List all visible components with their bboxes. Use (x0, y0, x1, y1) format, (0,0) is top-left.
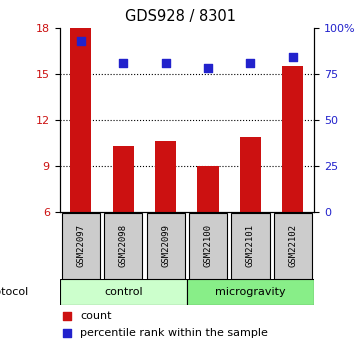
FancyBboxPatch shape (189, 213, 227, 279)
Point (120, 60, 126, 66)
Bar (113, 146, 134, 212)
Point (64, 313, 70, 318)
Bar (197, 166, 219, 212)
FancyBboxPatch shape (62, 213, 100, 279)
Text: GSM22097: GSM22097 (76, 224, 85, 267)
Bar (282, 66, 304, 212)
Point (205, 66, 211, 71)
Bar (70, 28, 91, 212)
Text: microgravity: microgravity (215, 287, 286, 297)
Bar (240, 137, 261, 212)
Point (163, 60, 169, 66)
Text: percentile rank within the sample: percentile rank within the sample (80, 328, 268, 338)
Point (64, 330, 70, 336)
Text: GSM22101: GSM22101 (246, 224, 255, 267)
Text: GSM22098: GSM22098 (119, 224, 128, 267)
Point (290, 55, 296, 60)
Text: control: control (104, 287, 143, 297)
FancyBboxPatch shape (60, 279, 187, 305)
Text: protocol: protocol (0, 287, 29, 297)
Text: GSM22102: GSM22102 (288, 224, 297, 267)
FancyBboxPatch shape (104, 213, 142, 279)
FancyBboxPatch shape (274, 213, 312, 279)
Point (78, 38, 84, 43)
Point (248, 60, 253, 66)
Text: GSM22100: GSM22100 (204, 224, 213, 267)
Text: count: count (80, 311, 112, 321)
FancyBboxPatch shape (187, 279, 314, 305)
FancyBboxPatch shape (147, 213, 185, 279)
FancyBboxPatch shape (231, 213, 270, 279)
Bar (155, 141, 176, 212)
Text: GDS928 / 8301: GDS928 / 8301 (125, 9, 236, 23)
Text: GSM22099: GSM22099 (161, 224, 170, 267)
